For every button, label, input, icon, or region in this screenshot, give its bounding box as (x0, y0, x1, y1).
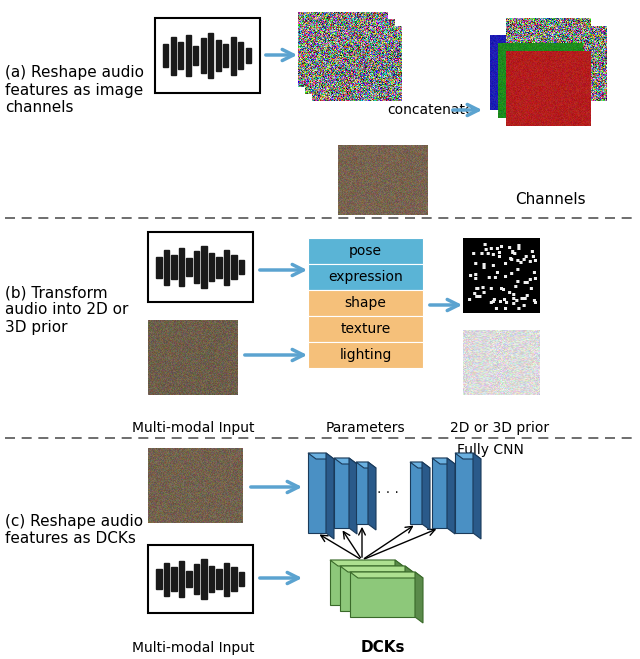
Polygon shape (326, 453, 334, 539)
Text: Parameters: Parameters (325, 421, 405, 435)
Text: (b) Transform
audio into 2D or
3D prior: (b) Transform audio into 2D or 3D prior (5, 285, 129, 335)
Text: (c) Reshape audio
features as DCKs: (c) Reshape audio features as DCKs (5, 514, 143, 546)
Bar (216, 569, 221, 589)
Bar (308, 238, 423, 264)
Bar (308, 453, 326, 533)
Polygon shape (455, 453, 481, 459)
Bar (216, 40, 221, 71)
Bar (350, 572, 415, 617)
Polygon shape (330, 560, 403, 566)
Text: shape: shape (344, 296, 387, 310)
FancyBboxPatch shape (155, 18, 260, 93)
Text: expression: expression (328, 270, 403, 284)
Polygon shape (334, 458, 357, 464)
Polygon shape (405, 566, 413, 617)
Bar (209, 253, 214, 281)
Bar (186, 35, 191, 76)
Bar (410, 462, 422, 524)
Polygon shape (356, 462, 376, 468)
Bar (201, 559, 207, 599)
Bar (455, 453, 473, 533)
Text: 2D or 3D prior: 2D or 3D prior (451, 421, 550, 435)
Bar (308, 342, 423, 368)
Bar (246, 48, 250, 63)
Bar (201, 246, 207, 288)
Text: Multi-modal Input: Multi-modal Input (132, 641, 254, 655)
Polygon shape (422, 462, 430, 530)
Bar (330, 560, 395, 605)
Bar (239, 573, 244, 586)
Text: Fully CNN: Fully CNN (456, 443, 524, 457)
Bar (186, 571, 191, 587)
Text: DCKs: DCKs (361, 641, 405, 656)
Text: concatenate: concatenate (387, 103, 473, 117)
Polygon shape (368, 462, 376, 530)
Polygon shape (350, 572, 423, 578)
Bar (156, 256, 161, 277)
Text: lighting: lighting (339, 348, 392, 362)
Polygon shape (395, 560, 403, 611)
Bar (209, 566, 214, 592)
Bar (193, 46, 198, 65)
Bar (171, 567, 177, 590)
Bar (193, 251, 199, 283)
Bar (170, 36, 175, 74)
Bar (178, 42, 183, 69)
Bar (223, 563, 229, 596)
Bar (340, 566, 405, 611)
Bar (308, 264, 423, 290)
Bar (223, 44, 228, 67)
Bar (156, 569, 161, 589)
Bar (208, 33, 213, 78)
Bar (356, 462, 368, 524)
Text: pose: pose (349, 244, 382, 258)
Bar (334, 458, 349, 528)
Text: Multi-modal Input: Multi-modal Input (132, 421, 254, 435)
Polygon shape (349, 458, 357, 534)
FancyBboxPatch shape (148, 545, 253, 613)
Bar (163, 250, 169, 285)
Bar (193, 564, 199, 594)
Polygon shape (447, 458, 455, 534)
Bar (163, 563, 169, 596)
Polygon shape (432, 458, 455, 464)
Bar (163, 44, 168, 67)
Bar (432, 458, 447, 528)
Bar (231, 567, 237, 590)
Text: (a) Reshape audio
features as image
channels: (a) Reshape audio features as image chan… (5, 65, 144, 115)
Bar (216, 256, 221, 277)
Bar (231, 255, 237, 279)
Text: · · ·: · · · (377, 486, 399, 500)
Bar (200, 38, 205, 72)
Polygon shape (340, 566, 413, 572)
Polygon shape (308, 453, 334, 459)
Bar (179, 248, 184, 286)
FancyBboxPatch shape (148, 232, 253, 302)
Bar (238, 42, 243, 69)
Bar (179, 561, 184, 597)
Bar (239, 260, 244, 274)
Bar (308, 290, 423, 316)
Bar (308, 316, 423, 342)
Bar (171, 255, 177, 279)
Text: texture: texture (340, 322, 390, 336)
Polygon shape (473, 453, 481, 539)
Polygon shape (415, 572, 423, 623)
Polygon shape (410, 462, 430, 468)
Text: Channels: Channels (515, 192, 586, 208)
Bar (230, 36, 236, 74)
Bar (186, 258, 191, 275)
Bar (223, 250, 229, 285)
